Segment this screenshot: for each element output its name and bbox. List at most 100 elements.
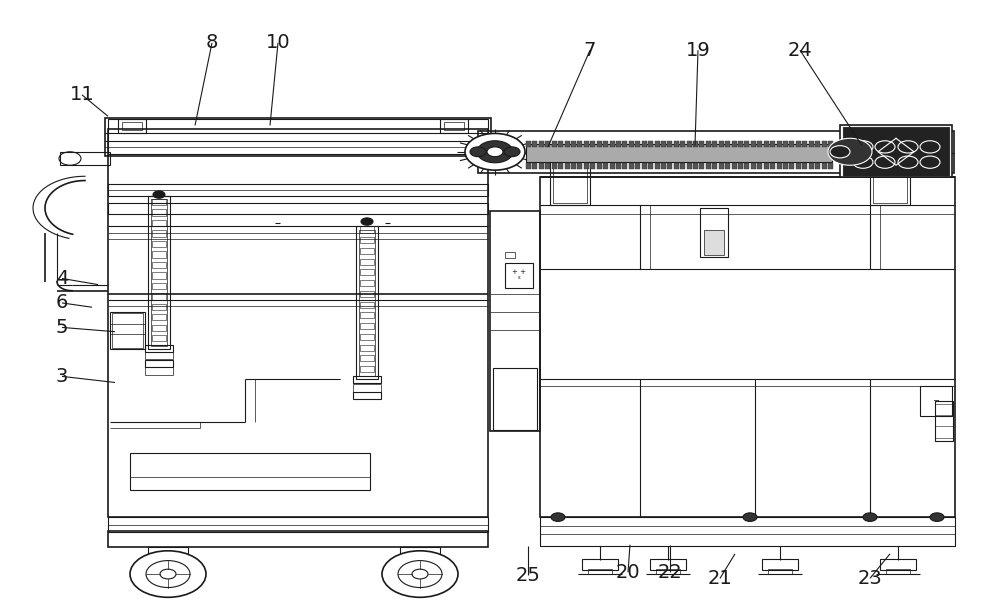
Bar — [588, 569, 612, 574]
Bar — [687, 163, 692, 169]
Bar — [706, 141, 711, 147]
Circle shape — [920, 141, 940, 153]
Bar — [152, 252, 166, 258]
Bar — [815, 163, 820, 169]
Bar — [920, 386, 952, 416]
Bar — [360, 269, 374, 275]
Text: 21: 21 — [708, 569, 732, 588]
Bar — [360, 259, 374, 265]
Text: 25: 25 — [516, 565, 540, 585]
Bar — [796, 163, 801, 169]
Text: 3: 3 — [56, 367, 68, 386]
Bar — [719, 163, 724, 169]
Bar — [152, 209, 166, 215]
Text: 8: 8 — [206, 33, 218, 53]
Bar — [712, 141, 717, 147]
Bar — [762, 559, 798, 570]
Bar — [635, 163, 640, 169]
Bar — [757, 141, 762, 147]
Bar — [704, 230, 724, 255]
Bar — [764, 141, 769, 147]
Circle shape — [361, 218, 373, 225]
Circle shape — [477, 141, 513, 163]
Text: 24: 24 — [788, 40, 812, 60]
Text: 20: 20 — [616, 562, 640, 582]
Circle shape — [898, 156, 918, 168]
Bar — [616, 141, 621, 147]
Circle shape — [853, 156, 873, 168]
Bar — [719, 141, 724, 147]
Bar — [108, 517, 488, 532]
Bar — [152, 283, 166, 289]
Bar — [809, 163, 814, 169]
Bar — [783, 141, 788, 147]
Bar — [152, 230, 166, 236]
Circle shape — [504, 147, 520, 157]
Bar — [706, 163, 711, 169]
Text: 6: 6 — [56, 293, 68, 313]
Bar — [152, 241, 166, 247]
Circle shape — [863, 513, 877, 521]
Circle shape — [920, 156, 940, 168]
Bar — [738, 141, 743, 147]
Bar — [712, 163, 717, 169]
Bar — [148, 547, 188, 559]
Bar — [552, 163, 557, 169]
Text: 10: 10 — [266, 33, 290, 53]
Bar — [789, 141, 794, 147]
Circle shape — [828, 138, 872, 165]
Circle shape — [551, 513, 565, 521]
Bar — [629, 163, 634, 169]
Bar — [440, 119, 468, 133]
Bar — [796, 141, 801, 147]
Bar — [558, 141, 563, 147]
Bar — [152, 304, 166, 310]
Bar — [642, 141, 647, 147]
Bar — [655, 163, 660, 169]
Bar — [108, 184, 488, 196]
Bar — [550, 156, 590, 205]
Bar — [545, 163, 550, 169]
Bar — [732, 141, 737, 147]
Bar — [610, 163, 615, 169]
Bar — [757, 163, 762, 169]
Bar — [744, 163, 749, 169]
Bar — [532, 141, 537, 147]
Bar — [145, 367, 173, 375]
Bar — [590, 163, 595, 169]
Bar — [802, 141, 807, 147]
Bar — [661, 141, 666, 147]
Bar — [597, 141, 602, 147]
Text: 7: 7 — [584, 40, 596, 60]
Bar — [152, 262, 166, 268]
Circle shape — [412, 569, 428, 579]
Bar — [725, 141, 730, 147]
Bar — [700, 208, 728, 257]
Bar — [870, 156, 910, 205]
Bar — [110, 312, 145, 349]
Bar — [777, 141, 782, 147]
Bar — [603, 141, 608, 147]
Text: 4: 4 — [56, 269, 68, 288]
Bar — [843, 127, 949, 176]
Bar — [353, 376, 381, 383]
Circle shape — [153, 191, 165, 198]
Bar — [732, 163, 737, 169]
Bar — [145, 345, 173, 352]
Bar — [108, 129, 488, 517]
Bar — [152, 293, 166, 299]
Circle shape — [898, 141, 918, 153]
Bar — [809, 141, 814, 147]
Bar — [577, 141, 582, 147]
Bar — [582, 559, 618, 570]
Text: −: − — [932, 397, 940, 405]
Bar — [152, 199, 166, 205]
Bar — [571, 163, 576, 169]
Circle shape — [930, 513, 944, 521]
Bar — [687, 141, 692, 147]
Bar — [590, 141, 595, 147]
Bar — [505, 252, 515, 258]
Bar — [768, 569, 792, 574]
Circle shape — [830, 146, 850, 158]
Bar — [656, 569, 680, 574]
